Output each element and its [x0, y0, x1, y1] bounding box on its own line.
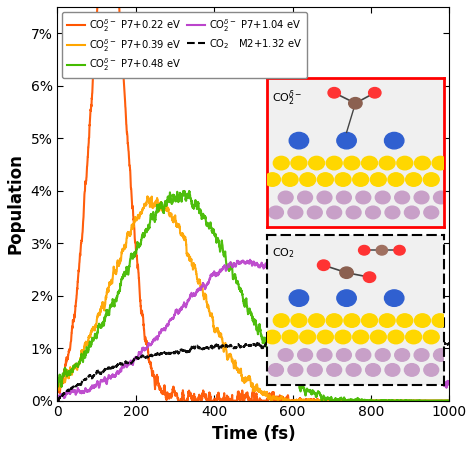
Y-axis label: Population: Population: [7, 153, 25, 254]
X-axis label: Time (fs): Time (fs): [211, 425, 295, 443]
Legend: CO$_2^{\delta-}$ P7+0.22 eV, CO$_2^{\delta-}$ P7+0.39 eV, CO$_2^{\delta-}$ P7+0.: CO$_2^{\delta-}$ P7+0.22 eV, CO$_2^{\del…: [63, 12, 307, 78]
